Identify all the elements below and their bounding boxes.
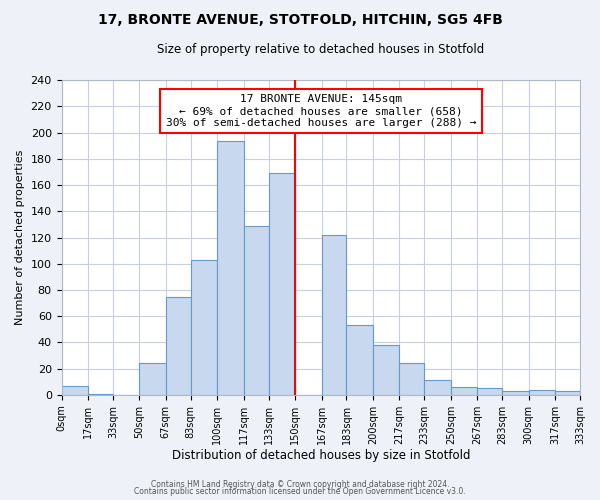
Bar — [191, 260, 217, 395]
Bar — [502, 391, 529, 395]
Bar — [322, 235, 346, 395]
Bar — [346, 326, 373, 395]
Bar — [217, 140, 244, 395]
X-axis label: Distribution of detached houses by size in Stotfold: Distribution of detached houses by size … — [172, 450, 470, 462]
Title: Size of property relative to detached houses in Stotfold: Size of property relative to detached ho… — [157, 42, 484, 56]
Bar — [88, 394, 113, 395]
Bar — [424, 380, 451, 395]
Bar — [62, 386, 88, 395]
Y-axis label: Number of detached properties: Number of detached properties — [15, 150, 25, 325]
Bar — [555, 391, 580, 395]
Text: 17 BRONTE AVENUE: 145sqm
← 69% of detached houses are smaller (658)
30% of semi-: 17 BRONTE AVENUE: 145sqm ← 69% of detach… — [166, 94, 476, 128]
Bar — [373, 345, 400, 395]
Bar — [139, 364, 166, 395]
Bar — [477, 388, 502, 395]
Bar — [244, 226, 269, 395]
Text: Contains HM Land Registry data © Crown copyright and database right 2024.: Contains HM Land Registry data © Crown c… — [151, 480, 449, 489]
Text: Contains public sector information licensed under the Open Government Licence v3: Contains public sector information licen… — [134, 487, 466, 496]
Bar — [269, 174, 295, 395]
Text: 17, BRONTE AVENUE, STOTFOLD, HITCHIN, SG5 4FB: 17, BRONTE AVENUE, STOTFOLD, HITCHIN, SG… — [98, 12, 502, 26]
Bar — [166, 296, 191, 395]
Bar — [451, 387, 477, 395]
Bar — [529, 390, 555, 395]
Bar — [400, 364, 424, 395]
